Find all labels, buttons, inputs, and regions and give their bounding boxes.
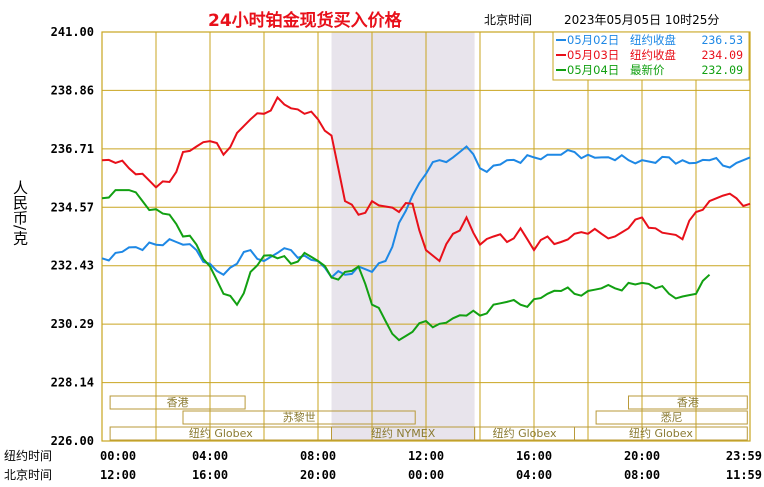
x-tick-label: 20:00 <box>624 449 660 463</box>
y-tick-label: 226.00 <box>51 434 94 448</box>
session-bar <box>628 395 748 410</box>
legend-text: 纽约收盘 <box>630 48 676 62</box>
x-tick-label: 00:00 <box>408 468 444 482</box>
session-bar-label: 纽约 Globex <box>189 426 253 440</box>
session-bar <box>574 426 748 441</box>
session-bar <box>182 410 416 425</box>
legend-value: 232.09 <box>701 63 743 77</box>
x-axis-row-label: 北京时间 <box>4 468 52 482</box>
x-tick-label: 00:00 <box>100 449 136 463</box>
session-bar <box>595 410 748 425</box>
y-tick-label: 238.86 <box>51 83 94 97</box>
x-tick-label: 20:00 <box>300 468 336 482</box>
legend-date: 05月03日 <box>567 48 619 62</box>
y-tick-label: 232.43 <box>51 259 94 273</box>
y-tick-label: 230.29 <box>51 317 94 331</box>
y-tick-label: 234.57 <box>51 200 94 214</box>
legend-value: 234.09 <box>701 48 743 62</box>
y-tick-label: 228.14 <box>51 376 94 390</box>
x-tick-label: 12:00 <box>100 468 136 482</box>
x-tick-label: 08:00 <box>300 449 336 463</box>
x-tick-label: 12:00 <box>408 449 444 463</box>
x-tick-label: 08:00 <box>624 468 660 482</box>
legend-text: 最新价 <box>630 63 665 77</box>
x-tick-label: 16:00 <box>192 468 228 482</box>
session-bar <box>109 395 246 410</box>
y-tick-label: 241.00 <box>51 25 94 39</box>
legend-date: 05月02日 <box>567 33 619 47</box>
timezone-label: 北京时间 <box>484 13 533 27</box>
x-tick-label: 04:00 <box>516 468 552 482</box>
y-axis-label: 人民币/克 <box>11 180 29 246</box>
session-bar-label: 纽约 Globex <box>629 426 693 440</box>
session-bar-label: 香港 <box>677 396 699 409</box>
session-bar-label: 悉尼 <box>661 411 683 424</box>
x-axis-row-label: 纽约时间 <box>4 448 52 463</box>
series-line-2 <box>101 95 751 263</box>
session-bar-label: 香港 <box>167 396 189 409</box>
x-tick-label: 23:59 <box>726 449 762 463</box>
legend-value: 236.53 <box>701 33 743 47</box>
session-bar-label: 苏黎世 <box>283 410 316 424</box>
session-bar-label: 纽约 Globex <box>493 426 557 440</box>
x-tick-label: 11:59 <box>726 468 762 482</box>
x-tick-label: 04:00 <box>192 449 228 463</box>
series-line-1 <box>101 145 751 279</box>
nymex-shaded-band <box>331 32 475 441</box>
y-tick-label: 236.71 <box>51 142 94 156</box>
legend-box <box>552 31 750 81</box>
legend-date: 05月04日 <box>567 63 619 77</box>
series-line-3 <box>101 189 711 342</box>
x-tick-label: 16:00 <box>516 449 552 463</box>
timestamp: 2023年05月05日 10时25分 <box>564 13 720 27</box>
chart-title: 24小时铂金现货买入价格 <box>208 11 402 31</box>
session-bar-label: 纽约 NYMEX <box>371 426 436 440</box>
legend-text: 纽约收盘 <box>630 33 676 47</box>
